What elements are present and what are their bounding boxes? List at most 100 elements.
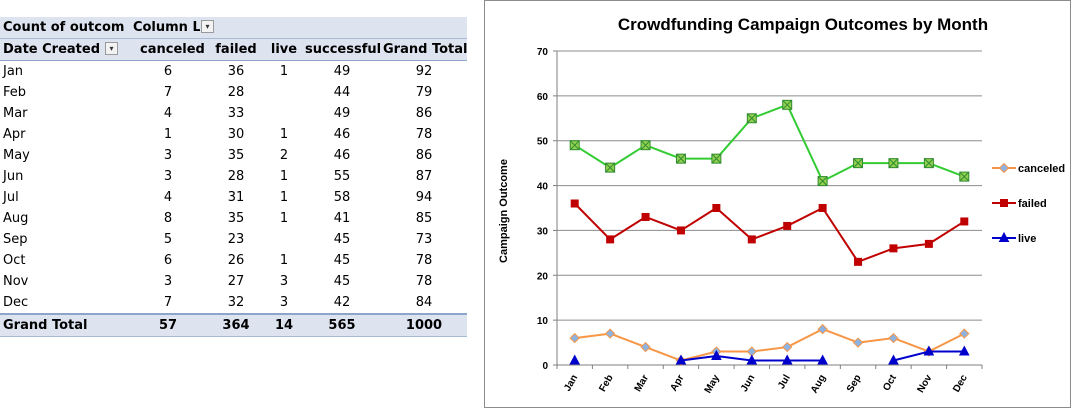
cell-total: 79 bbox=[415, 85, 433, 100]
cell-successful: 45 bbox=[333, 253, 351, 268]
data-point-canceled bbox=[959, 328, 970, 339]
cell-failed: 35 bbox=[227, 148, 245, 163]
marker-cross bbox=[959, 171, 970, 182]
legend-item-live: live bbox=[992, 231, 1036, 245]
grand-total-failed: 364 bbox=[222, 318, 250, 333]
cell-failed: 33 bbox=[227, 106, 245, 121]
series-lines bbox=[569, 99, 970, 366]
cell-successful: 46 bbox=[333, 127, 351, 142]
pivot-row-mar: Mar 4 33 49 86 bbox=[0, 103, 467, 124]
cell-failed: 35 bbox=[227, 211, 245, 226]
grand-total-canceled: 57 bbox=[158, 318, 178, 333]
pivot-header-row-1: Count of outcom Column Lab ▾ bbox=[0, 17, 467, 39]
pivot-row-oct: Oct 6 26 1 45 78 bbox=[0, 250, 467, 271]
y-axis-label: Campaign Outcome bbox=[498, 159, 510, 263]
cell-canceled: 3 bbox=[163, 148, 173, 163]
legend[interactable]: canceled failed live bbox=[992, 162, 1065, 245]
marker-cross bbox=[817, 176, 828, 186]
dropdown-arrow-icon[interactable]: ▾ bbox=[201, 20, 214, 33]
cell-successful: 45 bbox=[333, 274, 351, 289]
cell-failed: 32 bbox=[227, 295, 245, 310]
cell-total: 94 bbox=[415, 190, 433, 205]
marker-cross bbox=[924, 158, 934, 168]
legend-item-failed: failed bbox=[992, 198, 1047, 210]
data-point-successful bbox=[675, 153, 686, 164]
series-failed bbox=[570, 199, 969, 266]
cell-month: Apr bbox=[3, 127, 26, 142]
x-tick-label: Oct bbox=[881, 372, 899, 393]
data-point-canceled bbox=[782, 341, 793, 353]
cell-canceled: 5 bbox=[163, 232, 173, 247]
cell-total: 78 bbox=[415, 253, 433, 268]
x-tick-label: Mar bbox=[633, 373, 651, 394]
cell-month: Feb bbox=[3, 85, 27, 100]
data-point-successful bbox=[959, 171, 970, 182]
axes: 0 10 20 30 40 50 60 70 Jan Feb Mar Apr May Jun Jul Aug S… bbox=[537, 47, 983, 395]
y-tick-label: 20 bbox=[537, 271, 549, 282]
x-tick-label: Feb bbox=[597, 373, 615, 394]
legend-label: canceled bbox=[1018, 163, 1065, 175]
cell-successful: 58 bbox=[333, 190, 351, 205]
cell-total: 85 bbox=[415, 211, 433, 226]
y-tick-label: 50 bbox=[537, 137, 549, 148]
data-point-successful bbox=[746, 113, 757, 124]
marker-cross bbox=[640, 140, 651, 151]
cell-month: Aug bbox=[3, 211, 29, 226]
cell-canceled: 6 bbox=[163, 64, 173, 79]
filter-dropdown-icon[interactable]: ▾ bbox=[105, 42, 118, 55]
data-point-failed bbox=[712, 204, 721, 212]
data-point-failed bbox=[641, 212, 650, 221]
pivot-header-row-2: Date Created ▾ canceled failed live succ… bbox=[0, 39, 467, 61]
data-point-successful bbox=[853, 158, 864, 169]
cell-failed: 26 bbox=[227, 253, 245, 268]
cell-successful: 45 bbox=[333, 232, 351, 247]
marker-cross bbox=[711, 153, 722, 164]
data-point-failed bbox=[854, 257, 863, 266]
column-header-successful: successful bbox=[305, 42, 382, 57]
legend-marker-failed bbox=[1000, 199, 1008, 207]
cell-failed: 28 bbox=[227, 85, 245, 100]
pivot-row-nov: Nov 3 27 3 45 78 bbox=[0, 271, 467, 292]
cell-live bbox=[265, 229, 303, 250]
x-tick-label: Jun bbox=[739, 373, 757, 394]
row-labels-header: Date Created bbox=[3, 42, 100, 57]
cell-failed: 28 bbox=[227, 169, 245, 184]
series-successful bbox=[569, 99, 970, 187]
legend-marker-live bbox=[998, 231, 1010, 242]
cell-live: 3 bbox=[279, 274, 289, 289]
data-point-live bbox=[569, 354, 581, 365]
cell-successful: 42 bbox=[333, 295, 351, 310]
data-point-live bbox=[746, 354, 758, 365]
marker-cross bbox=[746, 113, 757, 124]
grand-total-label: Grand Total bbox=[3, 318, 88, 333]
series-canceled bbox=[569, 323, 970, 366]
x-tick-label: Apr bbox=[668, 373, 686, 394]
cell-total: 86 bbox=[415, 148, 433, 163]
y-tick-label: 40 bbox=[537, 182, 549, 193]
data-point-failed bbox=[606, 235, 615, 244]
column-header-canceled: canceled bbox=[140, 42, 205, 57]
cell-total: 73 bbox=[415, 232, 433, 247]
cell-live: 2 bbox=[279, 148, 289, 163]
cell-total: 86 bbox=[415, 106, 433, 121]
cell-failed: 23 bbox=[227, 232, 245, 247]
pivot-row-jul: Jul 4 31 1 58 94 bbox=[0, 187, 467, 208]
cell-live: 1 bbox=[279, 169, 289, 184]
data-point-successful bbox=[605, 162, 616, 173]
cell-successful: 49 bbox=[333, 64, 351, 79]
marker-cross bbox=[853, 158, 863, 168]
series-line-failed bbox=[573, 202, 965, 263]
x-tick-label: Dec bbox=[951, 373, 970, 395]
pivot-value-label: Count of outcom Column Lab bbox=[3, 17, 200, 38]
series-line-successful bbox=[574, 103, 965, 183]
data-point-failed bbox=[924, 239, 933, 248]
legend-label: live bbox=[1018, 233, 1036, 245]
chart-area[interactable]: Crowdfunding Campaign Outcomes by Month … bbox=[484, 0, 1071, 408]
marker-cross bbox=[569, 140, 580, 151]
cell-canceled: 4 bbox=[163, 106, 173, 121]
pivot-column-labels-label: Column Lab bbox=[132, 20, 200, 35]
data-point-canceled bbox=[817, 323, 828, 335]
column-header-grand-total: Grand Total bbox=[383, 42, 468, 57]
marker-cross bbox=[676, 153, 686, 164]
cell-canceled: 3 bbox=[163, 274, 173, 289]
